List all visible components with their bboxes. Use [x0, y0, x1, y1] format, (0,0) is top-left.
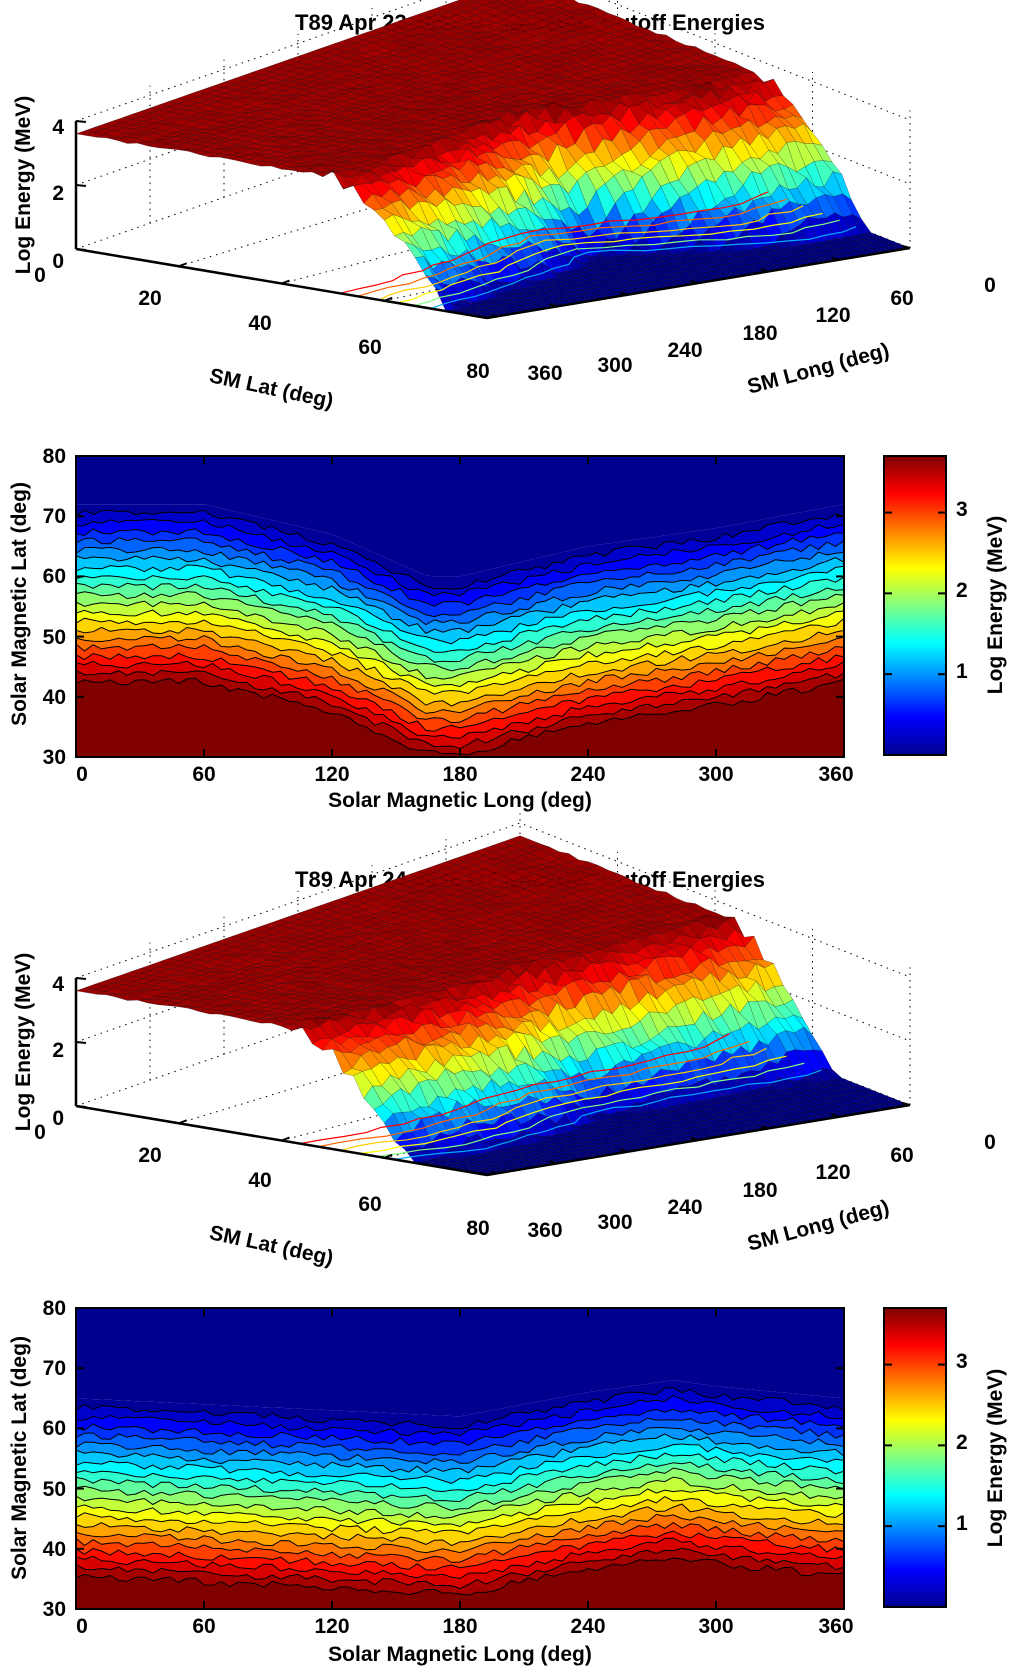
cb-tick-1-1: 1 [956, 660, 968, 683]
long-tick-0-1: 0 [984, 274, 996, 297]
y-tick-60-2: 60 [43, 1417, 66, 1440]
z-tick-mark [75, 248, 87, 251]
x-tick-180-2: 180 [442, 1615, 477, 1638]
lat-tick-60-1: 60 [358, 336, 381, 359]
z-axis-label-2: Log Energy (MeV) [12, 953, 35, 1132]
y-axis-label-1: Solar Magnetic Lat (deg) [8, 482, 31, 726]
x-tick-300-1: 300 [698, 763, 733, 786]
surface-plot-1: T89 Apr 23 1607 UT Effective Cutoff Ener… [12, 0, 996, 413]
z-tick-2-2: 2 [52, 1039, 64, 1062]
lat-tick-mark [281, 1136, 290, 1142]
long-tick-180-1: 180 [742, 322, 777, 345]
x-tick-60-1: 60 [192, 763, 215, 786]
contour-field-2 [0, 1308, 880, 1670]
long-tick-180-2: 180 [742, 1179, 777, 1202]
long-tick-0-2: 0 [984, 1131, 996, 1154]
lat-tick-mark [281, 279, 290, 285]
lat-tick-mark [178, 1119, 188, 1125]
long-tick-360-2: 360 [527, 1219, 562, 1242]
z-tick-4-2: 4 [52, 973, 64, 996]
lat-tick-80-1: 80 [466, 360, 489, 383]
lat-tick-0-1: 0 [34, 264, 46, 287]
surface-facet [537, 0, 545, 2]
x-tick-240-2: 240 [570, 1615, 605, 1638]
surface-plot-2: T89 Apr 24 0648 UT Effective Cutoff Ener… [12, 813, 996, 1270]
y-tick-70-2: 70 [43, 1357, 66, 1380]
long-axis-label-1: SM Long (deg) [745, 339, 892, 399]
long-tick-240-2: 240 [667, 1196, 702, 1219]
lat-tick-60-2: 60 [358, 1193, 381, 1216]
z-tick-mark [75, 120, 87, 123]
lat-tick-80-2: 80 [466, 1217, 489, 1240]
x-tick-0-1: 0 [76, 763, 88, 786]
z-tick-0-1: 0 [52, 250, 64, 273]
x-tick-240-1: 240 [570, 763, 605, 786]
long-tick-300-2: 300 [597, 1211, 632, 1234]
y-tick-80-2: 80 [43, 1297, 66, 1320]
z-tick-4-1: 4 [52, 116, 64, 139]
x-tick-0-2: 0 [76, 1615, 88, 1638]
long-tick-60-1: 60 [890, 287, 913, 310]
y-tick-80-1: 80 [43, 445, 66, 468]
cb-tick-1-2: 1 [956, 1512, 968, 1535]
cb-tick-3-2: 3 [956, 1350, 968, 1373]
lat-tick-40-1: 40 [248, 312, 271, 335]
y-tick-40-2: 40 [43, 1538, 66, 1561]
y-tick-50-1: 50 [43, 626, 66, 649]
y-axis-label-2: Solar Magnetic Lat (deg) [8, 1336, 31, 1580]
y-tick-50-2: 50 [43, 1478, 66, 1501]
colorbar-2 [883, 1307, 947, 1608]
long-tick-120-2: 120 [815, 1161, 850, 1184]
z-gridline [75, 0, 911, 122]
y-tick-30-2: 30 [43, 1598, 66, 1621]
z-tick-0-2: 0 [52, 1107, 64, 1130]
x-tick-180-1: 180 [442, 763, 477, 786]
lat-tick-20-1: 20 [138, 287, 161, 310]
long-tick-360-1: 360 [527, 362, 562, 385]
long-tick-240-1: 240 [667, 339, 702, 362]
z-tick-mark [75, 1105, 87, 1108]
colorbar-label-1: Log Energy (MeV) [984, 516, 1007, 695]
long-tick-60-2: 60 [890, 1144, 913, 1167]
surface-mesh-1 [75, 0, 911, 319]
y-tick-40-1: 40 [43, 686, 66, 709]
z-tick-mark [75, 977, 87, 980]
long-tick-300-1: 300 [597, 354, 632, 377]
cb-tick-2-2: 2 [956, 1431, 968, 1454]
x-tick-360-2: 360 [818, 1615, 853, 1638]
lat-tick-40-2: 40 [248, 1169, 271, 1192]
y-tick-70-1: 70 [43, 505, 66, 528]
lat-tick-0-2: 0 [34, 1121, 46, 1144]
long-tick-120-1: 120 [815, 304, 850, 327]
cb-tick-2-1: 2 [956, 579, 968, 602]
cb-tick-3-1: 3 [956, 498, 968, 521]
contour-plot-2: 30 40 50 60 70 80 0 60 120 180 240 300 3… [0, 1297, 1007, 1670]
lat-axis-label-1: SM Lat (deg) [207, 364, 335, 413]
x-tick-360-1: 360 [818, 763, 853, 786]
x-axis-label-1: Solar Magnetic Long (deg) [328, 789, 592, 812]
colorbar-label-2: Log Energy (MeV) [984, 1369, 1007, 1548]
colorbar-1 [883, 455, 947, 756]
z-tick-mark [75, 184, 87, 187]
long-axis-label-2: SM Long (deg) [745, 1196, 892, 1256]
y-tick-60-1: 60 [43, 565, 66, 588]
contour-plot-1: 30 40 50 60 70 80 0 60 120 180 240 300 3… [0, 445, 1007, 818]
x-tick-300-2: 300 [698, 1615, 733, 1638]
lat-tick-mark [383, 296, 393, 302]
lat-tick-mark [178, 262, 188, 268]
y-tick-30-1: 30 [43, 746, 66, 769]
z-tick-mark [75, 1041, 87, 1044]
x-tick-60-2: 60 [192, 1615, 215, 1638]
x-axis-label-2: Solar Magnetic Long (deg) [328, 1643, 592, 1666]
lat-tick-20-2: 20 [138, 1144, 161, 1167]
x-tick-120-1: 120 [314, 763, 349, 786]
contour-field-1 [0, 456, 880, 818]
surface-facet [312, 171, 332, 177]
surface-mesh-2 [75, 835, 911, 1176]
x-tick-120-2: 120 [314, 1615, 349, 1638]
z-axis-label-1: Log Energy (MeV) [12, 96, 35, 275]
lat-axis-label-2: SM Lat (deg) [207, 1221, 335, 1270]
z-tick-2-1: 2 [52, 182, 64, 205]
